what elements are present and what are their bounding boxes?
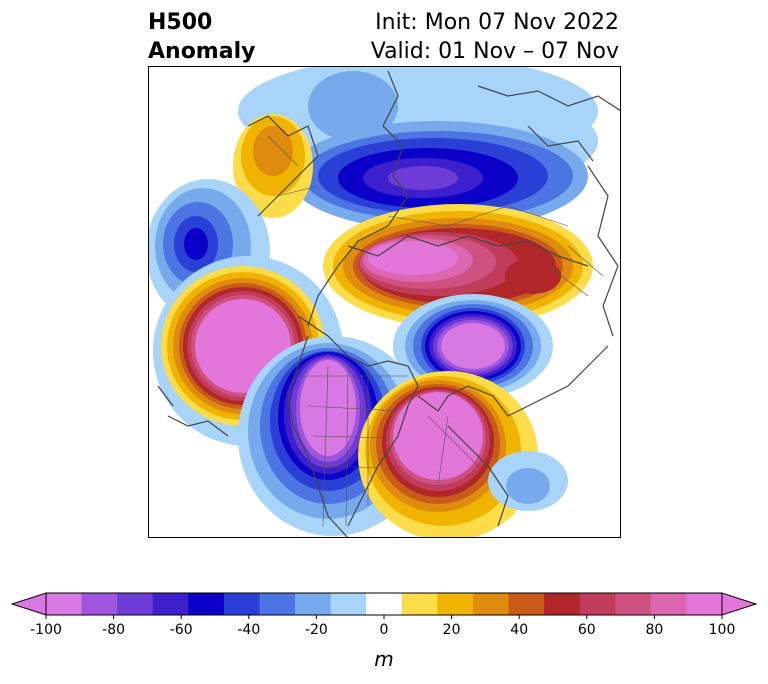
- coastlines: [157, 70, 621, 538]
- anomaly-map: [148, 66, 621, 538]
- colorbar-tick-label: 60: [578, 622, 596, 638]
- colorbar-segment: [295, 593, 332, 615]
- colorbar-segment: [366, 593, 403, 615]
- colorbar-segment: [472, 593, 510, 615]
- colorbar-segment: [544, 593, 581, 615]
- anomaly-north-negative: [238, 66, 598, 231]
- colorbar-segment: [401, 593, 438, 615]
- colorbar-unit-label: m: [374, 647, 393, 671]
- colorbar-tick-label: 80: [645, 622, 663, 638]
- colorbar-segment: [46, 593, 83, 615]
- colorbar-segment: [508, 593, 545, 615]
- colorbar-segment: [615, 593, 652, 615]
- title-valid: Valid: 01 Nov – 07 Nov: [370, 39, 619, 64]
- colorbar-segment: [259, 593, 296, 615]
- colorbar-tick-label: 40: [510, 622, 528, 638]
- colorbar-tick-label: -80: [102, 622, 125, 638]
- colorbar-segment: [330, 593, 367, 615]
- colorbar-tick-label: 0: [380, 622, 389, 638]
- colorbar-tick-label: 100: [709, 622, 736, 638]
- title-variable: H500: [148, 10, 213, 35]
- colorbar: -100 -80 -60 -40 -20 0 20 40 60 80 100 m: [10, 592, 758, 671]
- colorbar-segment: [650, 593, 687, 615]
- colorbar-segment: [223, 593, 260, 615]
- colorbar-segment: [117, 593, 154, 615]
- anomaly-atlantic-negative: [393, 294, 553, 398]
- colorbar-tick-label: -60: [170, 622, 193, 638]
- colorbar-tick-label: -20: [305, 622, 328, 638]
- colorbar-segment: [188, 593, 225, 615]
- colorbar-segment: [686, 593, 723, 615]
- colorbar-segment: [81, 593, 118, 615]
- map-title-right: Init: Mon 07 Nov 2022 Valid: 01 Nov – 07…: [371, 8, 619, 66]
- map-frame: [148, 66, 621, 538]
- colorbar-tick-label: -40: [237, 622, 260, 638]
- map-title-left: H500 Anomaly: [148, 8, 255, 66]
- colorbar-segment: [152, 593, 189, 615]
- anomaly-siberia-positive: [323, 204, 593, 328]
- title-init: Init: Mon 07 Nov 2022: [375, 10, 619, 35]
- colorbar-tick-label: 20: [443, 622, 461, 638]
- title-field: Anomaly: [148, 39, 256, 64]
- colorbar-segment: [437, 593, 474, 615]
- anomaly-south-negative: [488, 451, 568, 511]
- colorbar-max-extend: [721, 592, 758, 616]
- colorbar-segment: [579, 593, 616, 615]
- colorbar-min-extend: [10, 592, 47, 616]
- borders: [267, 135, 604, 527]
- colorbar-tick-label: -100: [30, 622, 62, 638]
